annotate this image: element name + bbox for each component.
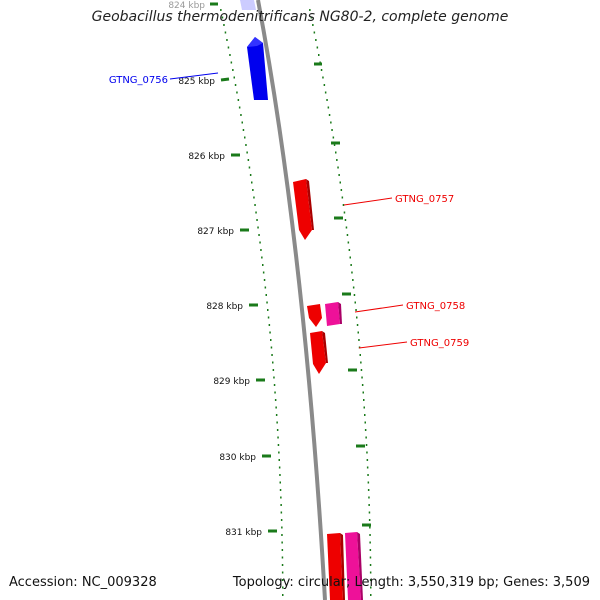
scale-label-829: 829 kbp bbox=[213, 377, 250, 387]
gene-reverse-0757[interactable] bbox=[293, 179, 314, 240]
gene-rna-bottom[interactable] bbox=[345, 532, 363, 600]
scale-label-830: 830 kbp bbox=[219, 453, 256, 463]
scale-label-825: 825 kbp bbox=[178, 77, 215, 87]
leader-line-0758 bbox=[354, 304, 404, 313]
outer-tick-track bbox=[309, 9, 372, 596]
gene-reverse-bottom[interactable] bbox=[327, 533, 345, 600]
accession-text: Accession: NC_009328 bbox=[9, 575, 157, 590]
scale-label-831: 831 kbp bbox=[225, 528, 262, 538]
gene-reverse-0758[interactable] bbox=[307, 304, 322, 327]
leader-line-0756 bbox=[169, 72, 219, 80]
leader-line-0757 bbox=[343, 197, 393, 206]
gene-rna-0758[interactable] bbox=[325, 302, 342, 326]
page-title: Geobacillus thermodenitrificans NG80-2, … bbox=[91, 9, 509, 25]
scale-labels: 824 kbp 825 kbp 826 kbp 827 kbp 828 kbp … bbox=[168, 1, 262, 538]
gene-label-0759[interactable]: GTNG_0759 bbox=[410, 338, 469, 349]
gene-label-0756[interactable]: GTNG_0756 bbox=[109, 75, 168, 86]
gene-reverse-0759[interactable] bbox=[310, 331, 328, 374]
scale-label-826: 826 kbp bbox=[188, 152, 225, 162]
scale-label-827: 827 kbp bbox=[197, 227, 234, 237]
gene-label-0757[interactable]: GTNG_0757 bbox=[395, 194, 454, 205]
gene-forward-0756[interactable] bbox=[240, 0, 268, 100]
scale-label-824: 824 kbp bbox=[168, 1, 205, 11]
scale-major-ticks bbox=[210, 2, 371, 533]
leader-line-0759 bbox=[358, 341, 408, 349]
genome-backbone bbox=[256, 0, 327, 600]
scale-label-828: 828 kbp bbox=[206, 302, 243, 312]
genome-summary-text: Topology: circular; Length: 3,550,319 bp… bbox=[232, 575, 590, 590]
gene-label-0758[interactable]: GTNG_0758 bbox=[406, 301, 465, 312]
inner-tick-track bbox=[220, 9, 284, 596]
